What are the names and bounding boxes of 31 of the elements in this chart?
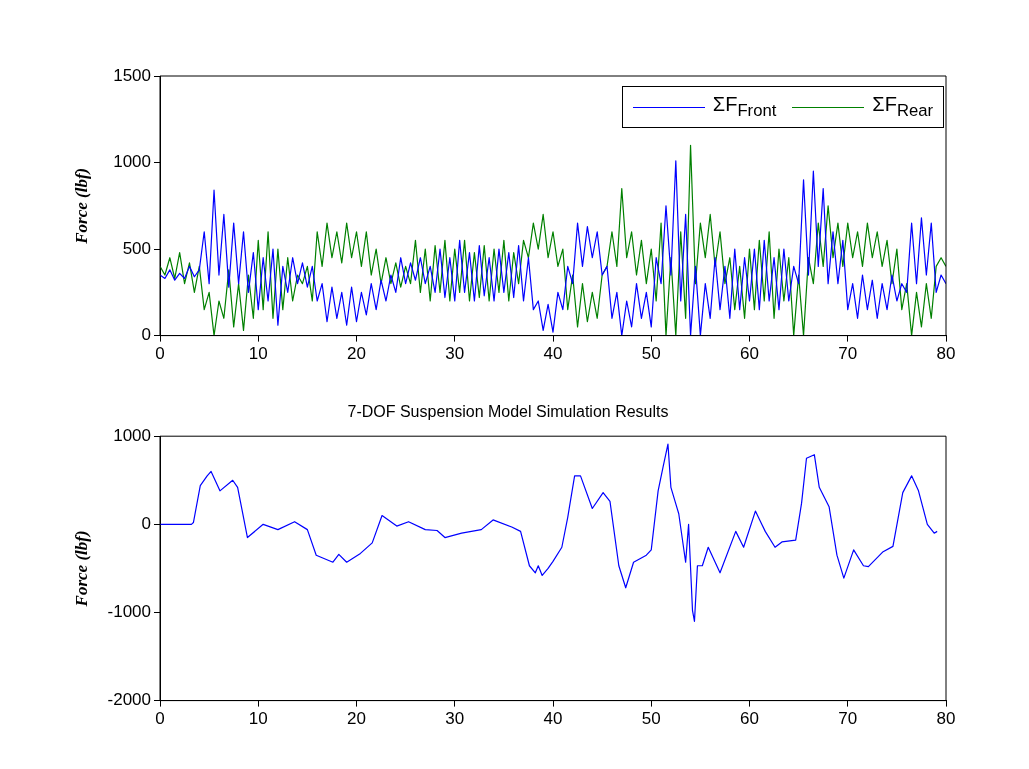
y-tick-label: 500 (122, 238, 151, 258)
x-tick-label: 40 (543, 344, 563, 364)
x-tick-label: 20 (347, 709, 366, 729)
y-tick-label: 0 (141, 514, 151, 534)
chart-title: 7-DOF Suspension Model Simulation Results (347, 403, 669, 421)
y-tick-label: -2000 (107, 690, 151, 710)
x-tick-label: 20 (347, 344, 366, 364)
y-tick-label: 1000 (113, 152, 151, 172)
y-tick-label: 1500 (113, 65, 151, 85)
x-tick-label: 0 (155, 344, 165, 364)
y-tick-label: -1000 (107, 602, 151, 622)
x-tick-label: 30 (445, 709, 465, 729)
x-tick-label: 0 (155, 709, 165, 729)
x-tick-label: 70 (838, 344, 858, 364)
x-tick-label: 10 (248, 709, 268, 729)
y-tick-label: 1000 (113, 425, 151, 445)
y-axis-title: Force (lbf) (71, 167, 91, 245)
x-tick-label: 50 (641, 709, 661, 729)
x-tick-label: 80 (936, 709, 956, 729)
x-tick-label: 80 (936, 344, 956, 364)
x-tick-label: 70 (838, 709, 858, 729)
x-tick-label: 60 (740, 709, 759, 729)
legend-label: ΣF$_{Front}$ (712, 93, 777, 121)
y-axis-title: Force (lbf) (71, 530, 91, 608)
x-tick-label: 50 (641, 344, 661, 364)
x-tick-label: 40 (543, 709, 563, 729)
legend-label: ΣF$_{Rear}$ (872, 93, 933, 121)
x-tick-label: 10 (248, 344, 268, 364)
y-tick-label: 0 (141, 325, 151, 345)
x-tick-label: 30 (445, 344, 465, 364)
x-tick-label: 60 (740, 344, 759, 364)
